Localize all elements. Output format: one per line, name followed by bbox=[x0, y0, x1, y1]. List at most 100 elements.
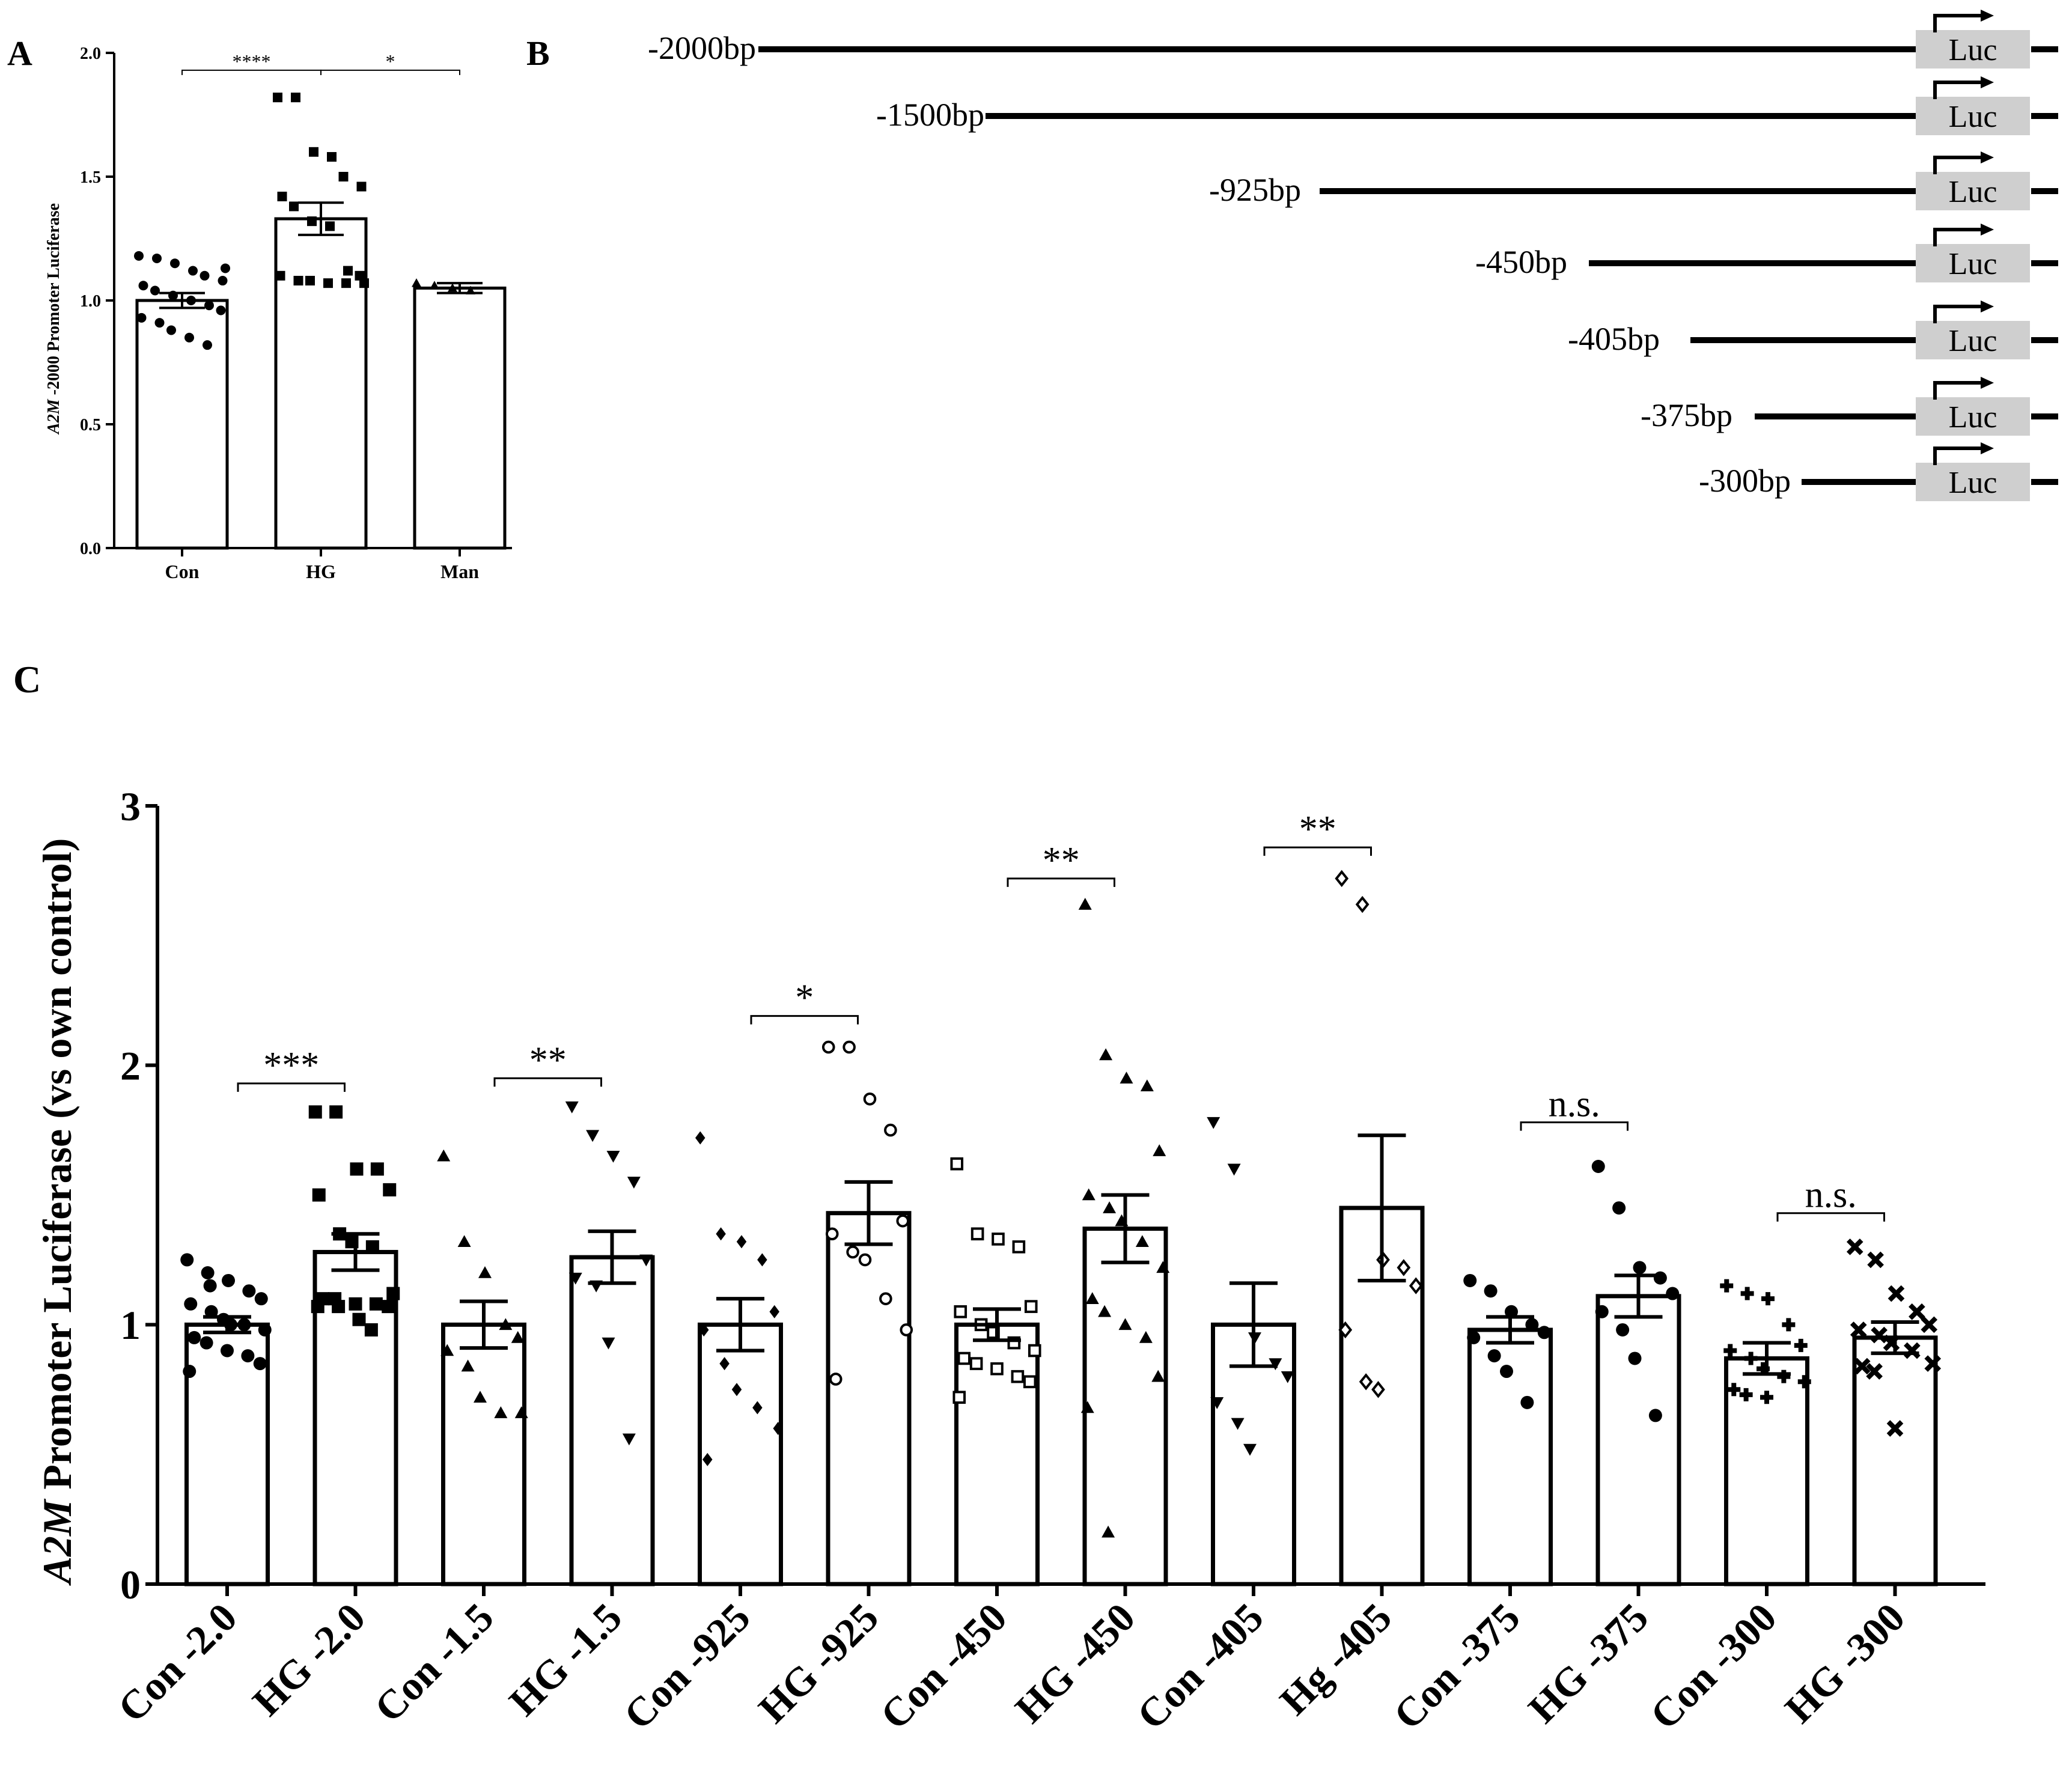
panel-c-error-bar bbox=[1871, 1320, 1919, 1355]
panel-c-error-bar bbox=[1229, 1281, 1278, 1368]
panel-c-data-point bbox=[1595, 1305, 1609, 1318]
panel-label-a: A bbox=[7, 34, 32, 73]
panel-c-data-point bbox=[369, 1297, 383, 1311]
panel-c-data-point bbox=[221, 1344, 234, 1358]
panel-c-data-point bbox=[1099, 1048, 1113, 1061]
luc-box bbox=[1916, 97, 2030, 135]
panel-c-data-point bbox=[332, 1300, 346, 1314]
panel-c-data-point bbox=[437, 1149, 451, 1162]
tss-arrow-head bbox=[1981, 442, 1994, 454]
panel-c-x-tick-label: HG -2.0 bbox=[243, 1594, 374, 1725]
panel-a-data-point bbox=[291, 93, 300, 103]
panel-c-data-point bbox=[1628, 1352, 1642, 1365]
panel-c-data-point bbox=[242, 1284, 256, 1298]
panel-c-data-point bbox=[1612, 1201, 1626, 1215]
panel-c-data-point bbox=[1727, 1383, 1741, 1397]
panel-a-bar bbox=[413, 286, 507, 550]
panel-c-data-point bbox=[1525, 1318, 1539, 1332]
tss-arrow-line bbox=[1933, 156, 1982, 174]
panel-c-error-bar bbox=[1357, 1133, 1406, 1282]
panel-c-data-point bbox=[1537, 1326, 1551, 1340]
tss-arrow-line bbox=[1933, 446, 1982, 465]
panel-a-data-point bbox=[216, 305, 226, 315]
panel-c-data-point bbox=[382, 1300, 395, 1314]
panel-c-data-point bbox=[183, 1365, 197, 1379]
panel-c-data-point bbox=[1740, 1287, 1754, 1300]
panel-c-x-tick-label: Con -375 bbox=[1385, 1594, 1528, 1738]
panel-a-data-point bbox=[152, 253, 162, 263]
tss-arrow-head bbox=[1981, 76, 1994, 88]
panel-c-chart: A2M Promoter Luciferase (vs own control)… bbox=[34, 784, 1985, 1738]
panel-c-error-bar bbox=[973, 1307, 1021, 1343]
panel-c-significance-bracket bbox=[237, 1082, 346, 1092]
panel-a-data-point bbox=[323, 278, 333, 288]
panel-a-data-point bbox=[150, 285, 160, 296]
panel-c-data-point bbox=[308, 1105, 322, 1119]
panel-c-data-point bbox=[1591, 1160, 1605, 1174]
panel-c-data-point bbox=[203, 1279, 217, 1293]
panel-c-data-point bbox=[1616, 1323, 1630, 1336]
panel-a-x-tick-label: Con bbox=[165, 561, 200, 582]
panel-c-data-point bbox=[1921, 1316, 1938, 1333]
panel-c-data-point bbox=[1023, 1375, 1037, 1389]
panel-c-data-point bbox=[736, 1235, 747, 1249]
panel-c-data-point bbox=[825, 1227, 839, 1241]
panel-c-data-point bbox=[1397, 1259, 1411, 1276]
luc-box bbox=[1916, 30, 2030, 69]
panel-c-data-point bbox=[1011, 1370, 1025, 1383]
panel-c-data-point bbox=[970, 1227, 984, 1241]
panel-c-bar bbox=[569, 1255, 655, 1586]
construct-label: -2000bp bbox=[648, 30, 756, 66]
panel-c-bar bbox=[441, 1322, 526, 1586]
panel-c-data-point bbox=[1156, 1261, 1170, 1273]
tss-arrow-head bbox=[1981, 10, 1994, 22]
panel-c-data-point bbox=[350, 1162, 364, 1176]
panel-a-y-tick-label: 1.0 bbox=[80, 292, 101, 311]
panel-c-data-point bbox=[1653, 1271, 1667, 1285]
panel-c-x-tick-label: HG -300 bbox=[1776, 1594, 1913, 1732]
panel-c-data-point bbox=[954, 1305, 967, 1318]
construct-label: -405bp bbox=[1568, 321, 1660, 357]
panel-c-data-point bbox=[702, 1452, 713, 1466]
panel-c-data-point bbox=[311, 1300, 325, 1314]
panel-c-data-point bbox=[1467, 1330, 1481, 1344]
panel-c-data-point bbox=[1139, 1330, 1153, 1343]
luc-label: Luc bbox=[1949, 175, 1997, 209]
panel-a-data-point bbox=[273, 93, 282, 103]
luc-label: Luc bbox=[1949, 247, 1997, 281]
panel-label-c: C bbox=[13, 658, 41, 701]
panel-c-data-point bbox=[1151, 1370, 1165, 1382]
panel-b-constructs: -2000bp Luc -1500bp Luc -925bp Luc -450bp Luc -4… bbox=[648, 10, 2058, 501]
panel-c-x-tick-label: Hg -405 bbox=[1271, 1594, 1400, 1724]
panel-c-error-bar bbox=[716, 1297, 764, 1353]
panel-c-data-point bbox=[1409, 1277, 1423, 1294]
panel-c-data-point bbox=[1867, 1251, 1884, 1269]
panel-a-data-point bbox=[277, 191, 287, 201]
panel-c-significance-label: ** bbox=[1043, 840, 1080, 881]
tss-arrow-line bbox=[1933, 81, 1982, 99]
panel-a-data-point bbox=[138, 281, 148, 291]
panel-c-data-point bbox=[1720, 1279, 1734, 1293]
panel-c-data-point bbox=[900, 1323, 913, 1336]
panel-c-data-point bbox=[514, 1406, 528, 1418]
panel-c-data-point bbox=[1487, 1349, 1501, 1363]
panel-a-data-point bbox=[305, 276, 315, 286]
panel-a-y-tick-label: 0.0 bbox=[80, 540, 101, 558]
panel-c-data-point bbox=[204, 1305, 218, 1318]
panel-c-data-point bbox=[440, 1344, 454, 1356]
panel-a-error-bar bbox=[159, 291, 205, 309]
panel-c-data-point bbox=[365, 1240, 379, 1254]
panel-c-data-point bbox=[1207, 1117, 1220, 1129]
panel-c-data-point bbox=[843, 1040, 856, 1054]
panel-a-error-bar bbox=[298, 201, 344, 236]
panel-c-data-point bbox=[1335, 870, 1349, 888]
panel-c-y-tick-label: 0 bbox=[120, 1562, 141, 1608]
luc-box bbox=[1916, 244, 2030, 282]
panel-c-x-tick-label: Con -1.5 bbox=[365, 1594, 502, 1731]
panel-a-data-point bbox=[154, 318, 165, 328]
panel-a-data-point bbox=[204, 300, 214, 311]
panel-c-significance-label: * bbox=[795, 978, 814, 1019]
luc-box bbox=[1916, 172, 2030, 210]
panel-c-x-tick-label: Con -2.0 bbox=[109, 1594, 245, 1731]
luc-label: Luc bbox=[1949, 400, 1997, 434]
